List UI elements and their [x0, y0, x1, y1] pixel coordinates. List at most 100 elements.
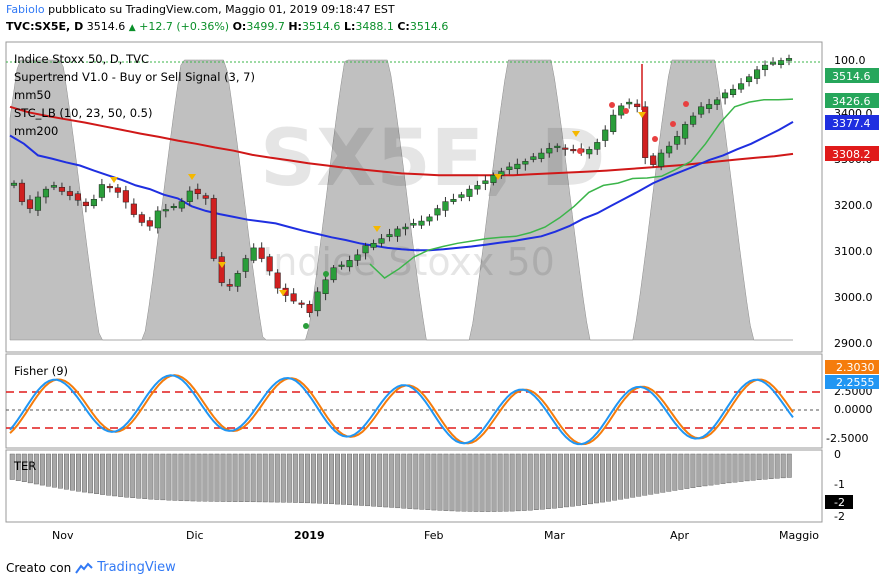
publish-line: Fabiolo pubblicato su TradingView.com, M… [6, 3, 395, 16]
ter-bar [479, 453, 485, 512]
candle-body [362, 245, 369, 254]
ter-bar [262, 453, 268, 503]
ter-bar [76, 453, 81, 492]
sell-signal-marker [494, 174, 502, 180]
ter-bar [533, 453, 539, 510]
change-value: +12.7 (+0.36%) [139, 20, 230, 33]
ter-bar [497, 453, 503, 512]
ter-bar [256, 453, 262, 503]
sell-signal-marker [373, 226, 381, 232]
fisher-slow-badge-bg [825, 360, 879, 374]
candle-body [538, 152, 545, 159]
ter-bar [184, 453, 190, 502]
supertrend-badge-bg [825, 93, 879, 108]
symbol-label: TVC:SX5E, D [6, 20, 84, 33]
ter-bar [780, 453, 786, 479]
candle-body [26, 199, 34, 209]
fisher-pane[interactable] [5, 353, 823, 449]
ter-bar [94, 453, 100, 494]
candle-body [234, 273, 241, 287]
candle-body [170, 206, 177, 209]
fisher-lines [9, 374, 794, 446]
candle-body [386, 234, 393, 238]
candle-body [138, 214, 145, 223]
ter-bar [389, 453, 395, 508]
ter-bar [527, 453, 533, 511]
ter-bar [425, 453, 431, 510]
sell-signal-marker [110, 177, 118, 183]
fisher-axis[interactable]: 2.5000 0.0000 -2.5000 [826, 385, 873, 445]
ter-histogram [9, 453, 792, 512]
ter-bar [202, 453, 208, 502]
signal-dot [577, 148, 583, 154]
legend-title: Indice Stoxx 50, D, TVC [14, 52, 149, 66]
ter-bar [45, 453, 51, 487]
ter-bar [166, 453, 172, 501]
candle-body [746, 76, 753, 83]
ter-bar [786, 453, 792, 478]
ter-bar [323, 453, 328, 504]
up-arrow-icon: ▲ [128, 23, 136, 33]
candle-body [42, 188, 50, 198]
lower-tick: 0 [834, 448, 841, 461]
candle-body [66, 191, 73, 196]
brand-link[interactable]: TradingView [97, 560, 176, 575]
ter-bar [491, 453, 497, 512]
candle-body [626, 101, 633, 105]
ter-bar [684, 453, 690, 489]
ter-bar [575, 453, 581, 506]
stc-area [9, 59, 793, 341]
candles [10, 54, 793, 318]
ter-bar [220, 453, 226, 502]
time-axis[interactable]: Nov Dic 2019 Feb Mar Apr Maggio [52, 529, 819, 542]
stc-area-shape [9, 59, 793, 341]
candle-body [266, 256, 273, 272]
ter-bar [467, 453, 473, 512]
signal-dot [609, 102, 615, 108]
ter-bar [563, 453, 569, 508]
ter-bar [130, 453, 136, 498]
ter-bar [437, 453, 443, 511]
lower-axis[interactable]: 0 -1 -2 [834, 448, 845, 523]
candle-body [506, 166, 513, 170]
ter-bar [503, 453, 509, 512]
x-tick: Dic [186, 529, 204, 542]
x-tick: Apr [670, 529, 690, 542]
ter-bar [581, 453, 587, 505]
price-tick: 3200.0 [834, 199, 873, 212]
candle-body [10, 182, 18, 186]
ter-bar [666, 453, 672, 492]
ter-bar [298, 453, 304, 503]
supertrend-line [369, 98, 794, 279]
candle-body [58, 187, 65, 192]
candle-body [418, 220, 425, 226]
candle-body [370, 243, 377, 248]
candle-body [410, 223, 417, 226]
legend-stc: STC_LB (10, 23, 50, 0.5) [14, 106, 152, 120]
ter-bar [648, 453, 654, 495]
candle-body [34, 196, 42, 211]
tradingview-logo-icon [75, 562, 93, 574]
candle-body [314, 291, 321, 312]
ter-bar [702, 453, 708, 487]
published-text: pubblicato su TradingView.com, Maggio 01… [48, 3, 395, 16]
fisher-fast-badge: 2.2555 [836, 376, 875, 389]
ter-bar [172, 453, 178, 501]
ter-bar [756, 453, 762, 480]
last-price: 3514.6 [86, 20, 126, 33]
ter-bar [118, 453, 124, 497]
ter-bar [545, 453, 551, 510]
last-price-badge-bg [825, 68, 879, 83]
ter-bar [160, 453, 166, 501]
candle-body [146, 220, 153, 227]
ter-bar [678, 453, 684, 490]
candle-body [242, 258, 249, 272]
candle-body [769, 62, 777, 65]
author-name[interactable]: Fabiolo [6, 3, 45, 16]
last-price-badge: 3514.6 [832, 70, 871, 83]
ter-bar [292, 453, 298, 503]
ter-bar [750, 453, 756, 481]
candle-body [753, 69, 761, 79]
ter-bar [232, 453, 238, 502]
